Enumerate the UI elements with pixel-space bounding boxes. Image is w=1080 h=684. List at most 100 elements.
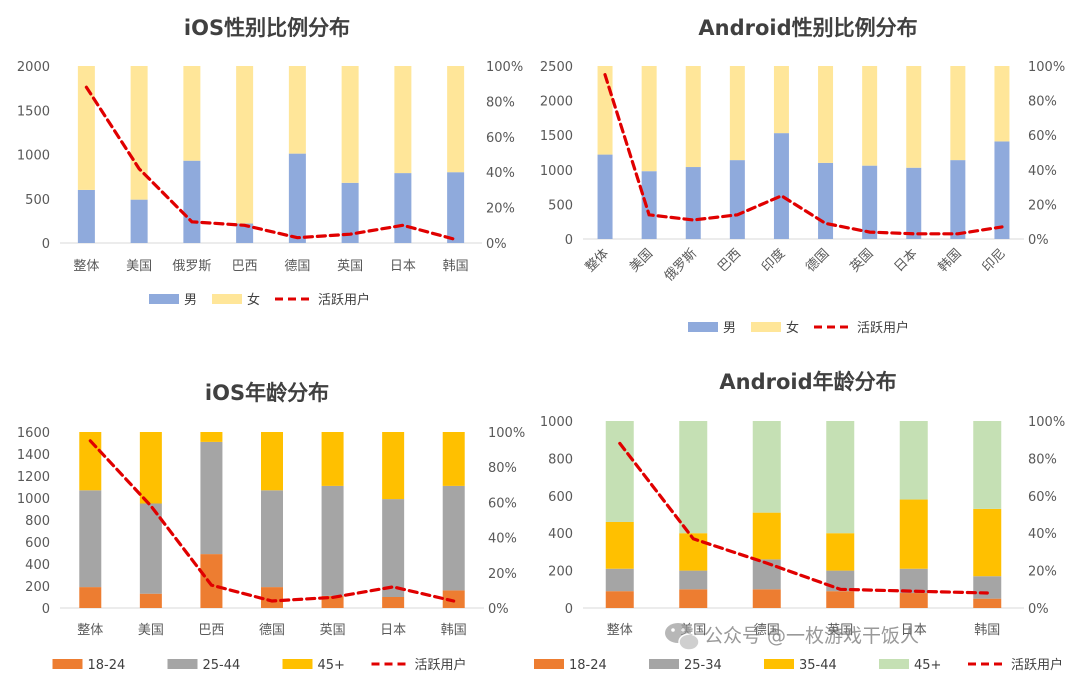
- bar-segment: [818, 66, 834, 163]
- bar-segment: [442, 432, 465, 486]
- bar-segment: [447, 66, 465, 173]
- bar-segment: [994, 141, 1010, 239]
- bar-segment: [752, 512, 781, 560]
- bar-segment: [288, 66, 306, 154]
- watermark: 公众号 @一枚游戏干饭人: [665, 623, 919, 651]
- y-left-tick-label: 400: [548, 527, 573, 542]
- y-right-tick-label: 0%: [488, 602, 509, 617]
- legend-label: 女: [786, 320, 799, 336]
- y-left-tick-label: 200: [25, 580, 50, 595]
- bar-segment: [899, 421, 928, 500]
- bar-segment: [382, 432, 405, 500]
- bar-segment: [752, 421, 781, 513]
- bar-segment: [818, 162, 834, 239]
- bar-segment: [994, 66, 1010, 142]
- bar-segment: [79, 490, 102, 588]
- y-left-tick-label: 0: [565, 602, 573, 617]
- y-left-tick-label: 1600: [17, 426, 50, 441]
- y-left-tick-label: 1000: [540, 164, 573, 179]
- y-left-tick-label: 500: [548, 198, 573, 213]
- bar-segment: [685, 66, 701, 168]
- legend-label: 男: [723, 321, 736, 336]
- y-left-tick-label: 200: [548, 565, 573, 580]
- legend-label: 女: [247, 292, 260, 308]
- y-right-tick-label: 0%: [1028, 602, 1049, 617]
- x-tick-label: 俄罗斯: [172, 259, 211, 274]
- legend-swatch: [534, 659, 564, 669]
- bar-segment: [394, 66, 412, 174]
- y-right-tick-label: 100%: [488, 426, 525, 441]
- x-tick-label: 德国: [284, 259, 310, 274]
- bar-segment: [183, 66, 201, 161]
- bar-segment: [605, 591, 634, 608]
- legend-label: 活跃用户: [1011, 657, 1063, 673]
- bar-segment: [826, 421, 855, 534]
- x-tick-label: 美国: [138, 623, 164, 638]
- x-tick-label: 印度: [759, 246, 789, 276]
- active-users-line: [84, 85, 458, 242]
- bar-segment: [729, 160, 745, 239]
- y-left-tick-label: 400: [25, 558, 50, 573]
- ios-age-chart: iOS年龄分布 0 200 400 600 800 1000 1200 1400 1600 0% 2…: [17, 381, 525, 673]
- y-left-tick-label: 600: [25, 536, 50, 551]
- bar-segment: [261, 490, 283, 588]
- y-left-tick-label: 1500: [540, 129, 573, 144]
- y-left-tick-label: 1500: [17, 104, 50, 119]
- legend-swatch: [149, 294, 179, 304]
- legend-swatch: [688, 322, 718, 332]
- legend-label: 25-34: [684, 658, 722, 673]
- x-tick-label: 英国: [827, 623, 853, 638]
- x-tick-label: 德国: [259, 623, 285, 638]
- bar-segment: [773, 66, 789, 134]
- x-tick-label: 美国: [126, 259, 152, 274]
- y-right-tick-label: 60%: [1028, 490, 1057, 505]
- y-right-tick-label: 80%: [1028, 95, 1057, 110]
- y-right-tick-label: 40%: [1028, 527, 1057, 542]
- bar-segment: [382, 597, 405, 608]
- x-tick-label: 日本: [390, 259, 416, 274]
- x-tick-label: 印尼: [980, 246, 1009, 275]
- bar-segment: [442, 590, 465, 608]
- y-right-tick-label: 40%: [486, 166, 515, 181]
- y-right-tick-label: 60%: [1028, 129, 1057, 144]
- y-right-tick-label: 60%: [486, 131, 515, 146]
- x-tick-label: 日本: [380, 623, 406, 638]
- bar-segment: [605, 521, 634, 569]
- y-left-tick-label: 2500: [540, 60, 573, 75]
- x-tick-label: 英国: [847, 246, 876, 275]
- x-tick-label: 整体: [77, 623, 103, 638]
- legend-label: 45+: [914, 658, 941, 673]
- y-left-tick-label: 0: [42, 237, 50, 252]
- bar-segment: [605, 568, 634, 592]
- x-tick-label: 韩国: [441, 623, 467, 638]
- legend-swatch: [879, 659, 909, 669]
- y-right-tick-label: 20%: [1028, 565, 1057, 580]
- x-tick-label: 德国: [803, 246, 832, 275]
- legend-label: 25-44: [203, 658, 241, 673]
- y-right-tick-label: 80%: [488, 461, 517, 476]
- bar-segment: [679, 421, 708, 534]
- bar-segment: [382, 499, 405, 597]
- legend-label: 活跃用户: [857, 320, 909, 336]
- y-right-tick-label: 100%: [1028, 60, 1065, 75]
- y-left-tick-label: 0: [42, 602, 50, 617]
- bar-segment: [447, 172, 465, 243]
- y-right-tick-label: 100%: [1028, 415, 1065, 430]
- x-tick-label: 整体: [583, 246, 612, 275]
- y-right-tick-label: 40%: [1028, 164, 1057, 179]
- bar-segment: [973, 421, 1002, 509]
- chart-title: iOS性别比例分布: [184, 16, 350, 40]
- legend-label: 18-24: [88, 658, 126, 673]
- y-right-tick-label: 100%: [486, 60, 523, 75]
- bar-segment: [394, 173, 412, 243]
- bar-segment: [597, 154, 613, 239]
- bar-segment: [139, 432, 162, 504]
- bar-segment: [729, 66, 745, 161]
- bar-segment: [236, 66, 254, 224]
- ios-gender-chart: iOS性别比例分布 0 500 1000 1500 2000 0% 20% 40% 60% 80%…: [17, 16, 523, 308]
- y-right-tick-label: 20%: [486, 202, 515, 217]
- bar-segment: [641, 171, 657, 239]
- y-left-tick-label: 1200: [17, 470, 50, 485]
- x-tick-label: 日本: [892, 246, 921, 275]
